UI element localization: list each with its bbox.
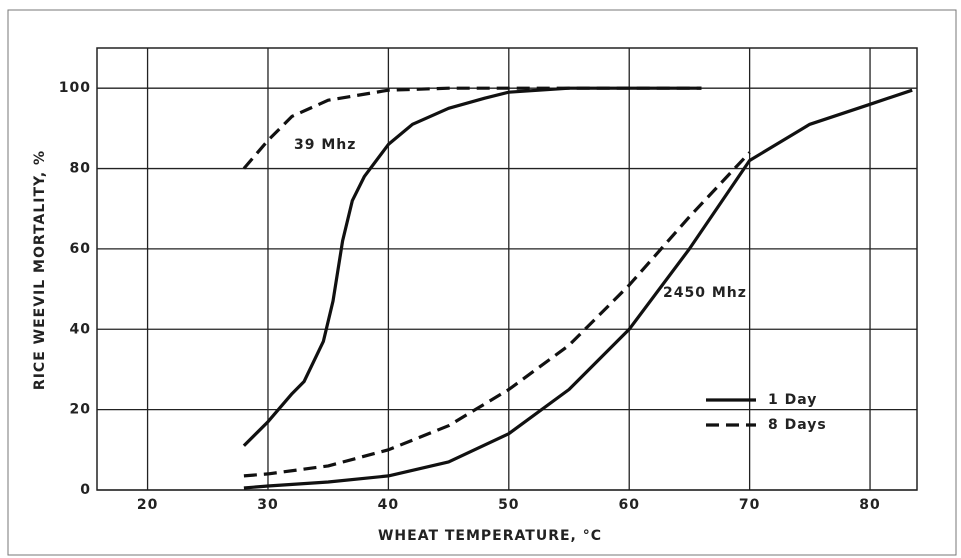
- x-tick-label: 40: [378, 497, 399, 513]
- x-tick-label: 20: [137, 497, 158, 513]
- x-tick-label: 50: [498, 497, 519, 513]
- x-axis-label: WHEAT TEMPERATURE, °C: [378, 528, 602, 544]
- data-line: [243, 151, 751, 478]
- y-tick-label: 20: [70, 402, 91, 418]
- y-axis-label: RICE WEEVIL MORTALITY, %: [32, 150, 48, 390]
- annotation: 39 Mhz: [294, 137, 356, 153]
- x-tick-label: 70: [739, 497, 760, 513]
- y-tick-label: 0: [80, 482, 91, 498]
- y-tick-label: 60: [70, 241, 91, 257]
- x-tick-label: 30: [257, 497, 278, 513]
- data-line: [242, 86, 702, 447]
- annotation: 2450 Mhz: [663, 285, 747, 301]
- legend-label: 8 Days: [768, 417, 827, 433]
- x-tick-label: 60: [618, 497, 639, 513]
- x-tick-label: 80: [859, 497, 880, 513]
- data-line: [243, 88, 913, 490]
- y-tick-label: 100: [59, 80, 91, 96]
- legend-label: 1 Day: [768, 392, 817, 408]
- y-tick-label: 40: [70, 321, 91, 337]
- data-line: [242, 86, 702, 170]
- y-tick-label: 80: [70, 161, 91, 177]
- frame: [7, 9, 957, 556]
